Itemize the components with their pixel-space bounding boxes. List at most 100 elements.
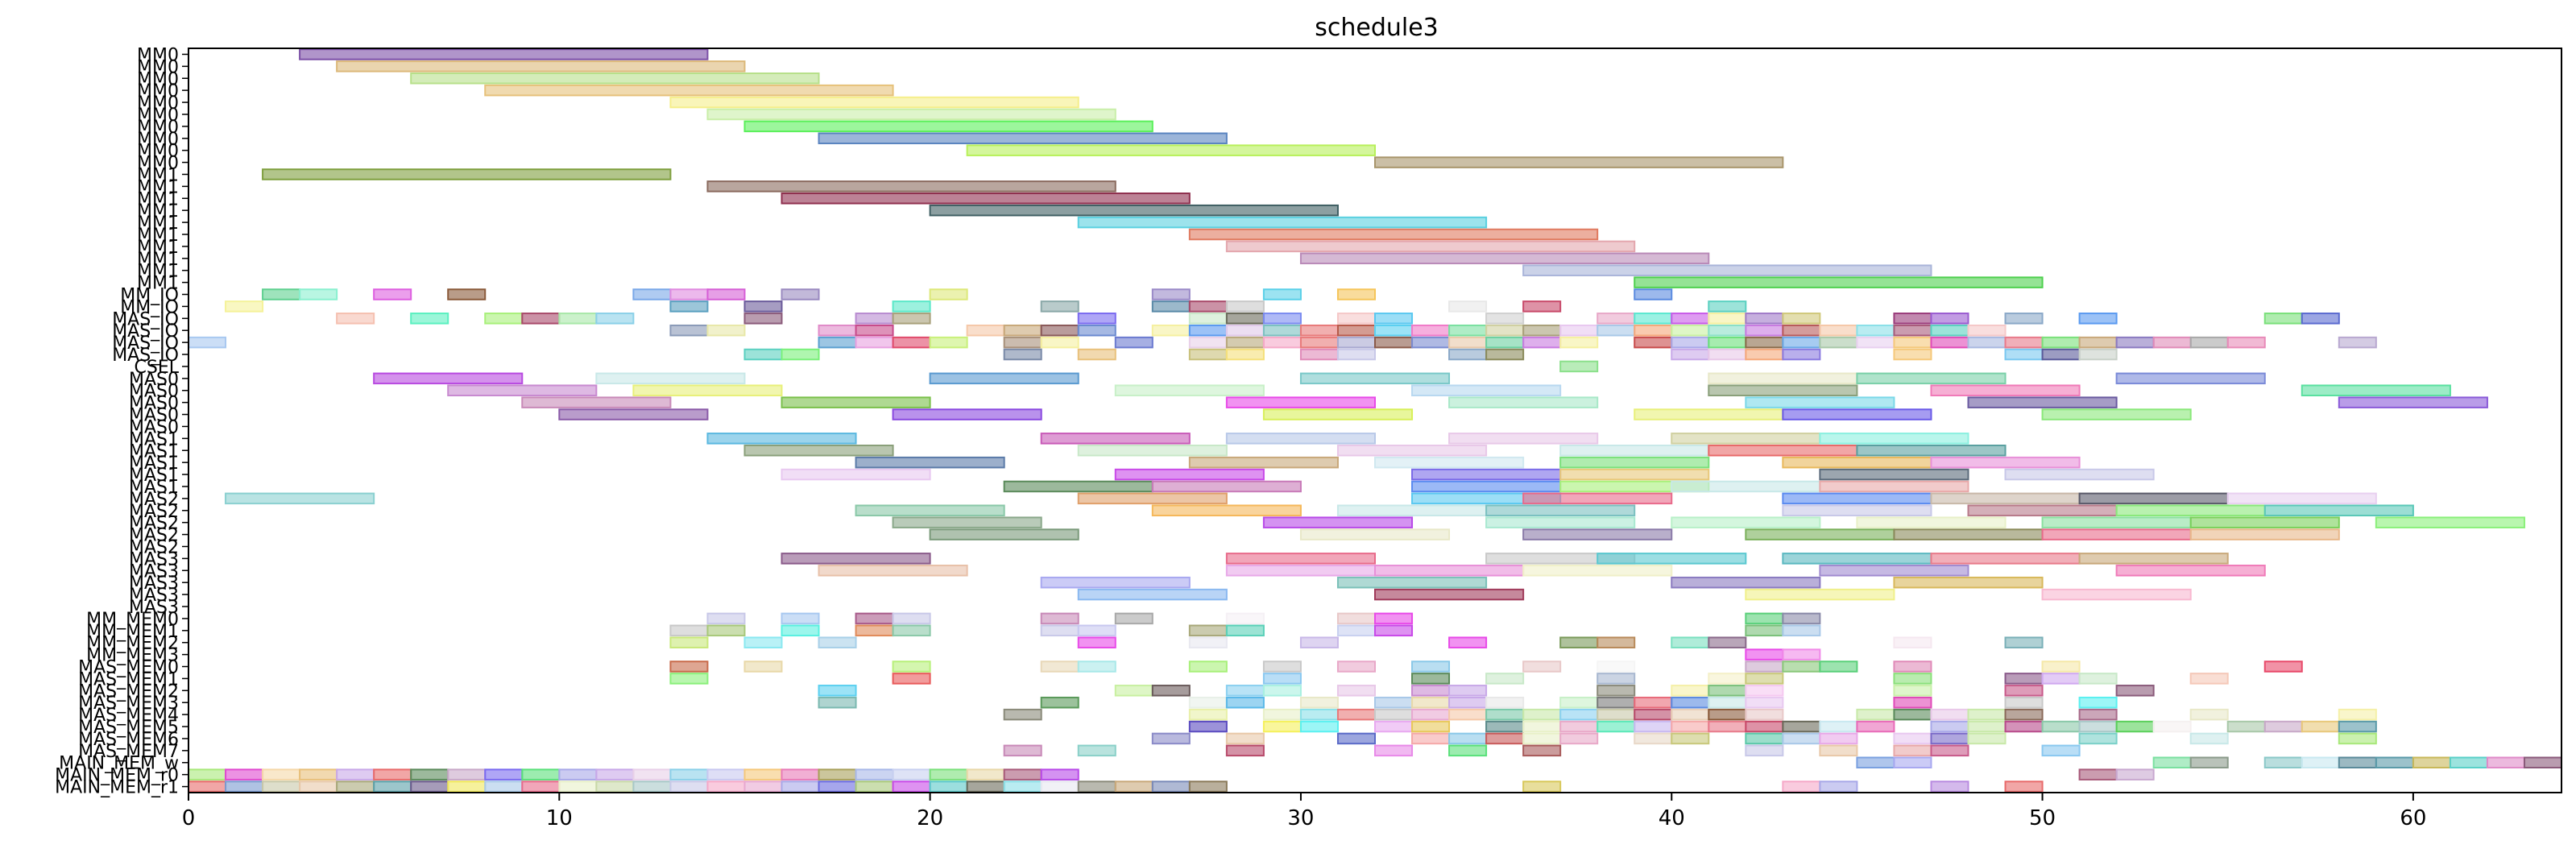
task-bar [1225, 744, 1265, 757]
task-bar [1522, 660, 1562, 673]
task-bar [669, 660, 709, 673]
y-tick-label: MAS0 [129, 394, 179, 414]
task-bar [1893, 528, 2044, 540]
task-bar [1411, 324, 1451, 337]
task-bar [225, 781, 264, 793]
task-bar [818, 685, 857, 697]
task-bar [1374, 744, 1414, 757]
task-bar [2078, 696, 2118, 709]
task-bar [1930, 708, 1969, 721]
task-bar [1782, 612, 1821, 625]
task-bar [1708, 720, 1747, 733]
task-bar [892, 612, 931, 625]
task-bar [1262, 516, 1414, 528]
task-bar [1411, 708, 1451, 721]
task-bar [1114, 468, 1265, 481]
y-tick-label: MAS2 [129, 537, 179, 557]
task-bar [1299, 528, 1451, 540]
task-bar [1930, 456, 2081, 469]
task-bar [1819, 565, 1969, 577]
task-bar [1819, 324, 1858, 337]
task-bar [1708, 696, 1747, 709]
task-bar [521, 768, 561, 781]
task-bar [818, 565, 968, 577]
task-bar [2338, 336, 2377, 349]
task-bar [2152, 720, 2192, 733]
task-bar [1225, 685, 1265, 697]
task-bar [1225, 336, 1265, 349]
task-bar [1856, 516, 2007, 528]
task-bar [2301, 384, 2451, 397]
task-bar [1782, 720, 1821, 733]
task-bar [1336, 288, 1376, 300]
task-bar [929, 372, 1079, 385]
task-bar [669, 636, 709, 648]
task-bar [336, 768, 375, 781]
task-bar [818, 696, 857, 709]
y-tick-label: MAS0 [129, 370, 179, 390]
task-bar [892, 768, 931, 781]
task-bar [1634, 288, 1673, 300]
task-bar [299, 288, 338, 300]
task-bar [1782, 624, 1821, 637]
task-bar [1671, 708, 1710, 721]
task-bar [1708, 673, 1747, 685]
task-bar [2189, 528, 2340, 540]
task-bar [1597, 660, 1636, 673]
task-bar [1671, 636, 1710, 648]
task-bar [743, 781, 783, 793]
task-bar [1188, 624, 1228, 637]
task-bar [1819, 660, 1858, 673]
task-bar [2041, 588, 2192, 601]
task-bar [2004, 696, 2044, 709]
task-bar [1225, 565, 1376, 577]
task-bar [1485, 324, 1525, 337]
task-bar [1597, 313, 1636, 325]
task-bar [1040, 768, 1079, 781]
task-bar [1634, 408, 1784, 420]
task-bar [225, 492, 375, 505]
y-tick-label: MAS2 [129, 490, 179, 510]
task-bar [1522, 264, 1932, 276]
task-bar [1893, 636, 1932, 648]
task-bar [521, 396, 672, 408]
task-bar [2189, 732, 2229, 745]
task-bar [1225, 396, 1376, 408]
task-bar [781, 396, 931, 408]
task-bar [706, 781, 746, 793]
y-tick-label: MAS1 [129, 453, 179, 474]
task-bar [706, 768, 746, 781]
task-bar [1188, 720, 1228, 733]
task-bar [1040, 576, 1191, 589]
task-bar [1299, 708, 1339, 721]
task-bar [2004, 708, 2044, 721]
task-bar [669, 300, 709, 313]
task-bar [1077, 744, 1116, 757]
task-bar [1040, 300, 1079, 313]
task-bar [1819, 732, 1858, 745]
task-bar [1967, 396, 2118, 408]
y-tick-label: MAIN_MEM_r1 [55, 778, 179, 798]
task-bar [1262, 708, 1302, 721]
task-bar [1893, 744, 1932, 757]
task-bar [1930, 553, 2081, 565]
task-bar [1745, 313, 1784, 325]
task-bar [2078, 673, 2118, 685]
task-bar [669, 288, 709, 300]
task-bar [2078, 732, 2118, 745]
task-bar [892, 781, 931, 793]
task-bar [818, 324, 857, 337]
task-bar [2041, 673, 2081, 685]
task-bar [1485, 720, 1525, 733]
task-bar [1782, 732, 1821, 745]
task-bar [1225, 433, 1376, 445]
task-bar [2263, 756, 2303, 769]
task-bar [1262, 720, 1302, 733]
task-bar [1634, 324, 1673, 337]
y-tick-label: MM1 [137, 262, 179, 282]
task-bar [1708, 348, 1747, 361]
task-bar [1040, 781, 1079, 793]
task-bar [1003, 708, 1042, 721]
